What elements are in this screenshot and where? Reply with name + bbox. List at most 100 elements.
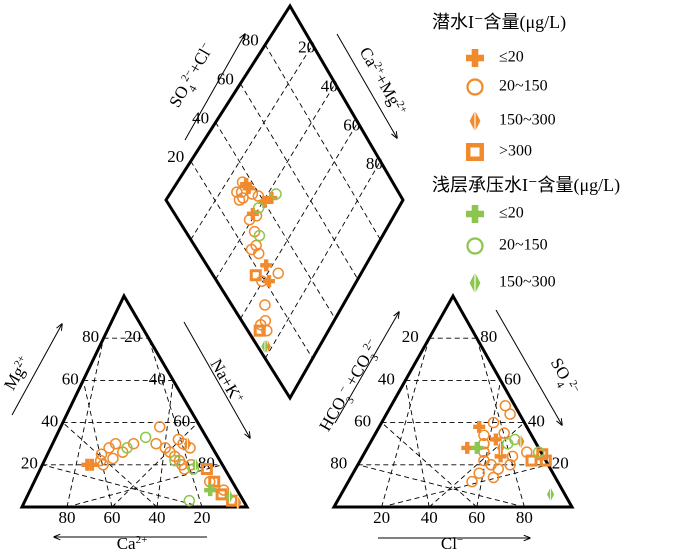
cation-point-circle	[139, 431, 152, 444]
legend-marker-circle	[466, 237, 484, 255]
diamond-point-circle	[270, 188, 282, 200]
hco3-tick-label: 20	[402, 327, 419, 346]
diamond-point-circle	[252, 247, 265, 260]
anion-point-circle	[532, 446, 545, 458]
anion-point-circle	[504, 408, 516, 420]
cation-gridline	[82, 380, 113, 508]
diamond-point-plus	[246, 207, 259, 220]
legend-title: 浅层承压水I⁻含量(μg/L)	[432, 175, 620, 196]
cation-gridline	[66, 464, 223, 508]
so4cl-axis-label-part: 4	[187, 83, 200, 94]
so4-axis-arrow	[495, 309, 562, 425]
na-tick-label: 60	[173, 412, 190, 431]
so4-tick-label: 80	[480, 327, 497, 346]
diamond-point-plus	[240, 178, 253, 191]
na-tick-label: 40	[149, 369, 166, 388]
so4cl-tick-label: 40	[192, 108, 209, 127]
anion-point-circle	[478, 429, 490, 442]
cation-point-circle	[172, 433, 185, 446]
anion-point-plus	[473, 420, 486, 433]
anion-point-circle	[487, 416, 500, 429]
anion-point-circle	[499, 399, 512, 412]
ca-axis-label: Ca2+	[117, 534, 148, 553]
diamond-point-plus	[262, 275, 275, 288]
hco3-axis-label-part: −	[336, 384, 350, 395]
anion-gridline	[404, 380, 430, 508]
so4cl-axis-arrow	[184, 34, 245, 141]
diamond-point-plus	[242, 182, 255, 195]
na-axis-label-part: +	[233, 392, 247, 403]
hco3-axis-label-part: 3	[344, 395, 357, 406]
diamond-point-circle	[261, 324, 273, 337]
diamond-gridline	[264, 44, 381, 240]
diamond-gridline	[190, 160, 313, 359]
ca-tick-label: 40	[149, 508, 166, 527]
so4cl-tick-label: 20	[167, 147, 184, 166]
diamond-point-circle	[252, 202, 265, 214]
anion-gridline	[357, 464, 525, 508]
cation-gridline	[111, 422, 199, 508]
plot-frames	[19, 3, 575, 509]
cl-axis-label: Cl−	[441, 534, 463, 553]
ca-tick-label: 80	[59, 508, 76, 527]
na-axis-label: Na+K+	[207, 356, 247, 407]
so4-axis-label: SO42−	[542, 355, 582, 401]
data-points	[81, 176, 555, 510]
diamond-point-circle	[272, 267, 284, 280]
mg-axis-label-part: 2+	[12, 353, 28, 369]
cation-point-circle	[95, 448, 108, 460]
diamond-point-circle	[231, 186, 243, 198]
so4cl-axis-label: SO42−+Cl−	[165, 40, 221, 113]
anion-point-circle	[473, 467, 485, 479]
anion-point-circle	[487, 471, 500, 484]
diamond-gridline	[240, 83, 359, 280]
mg-tick-label: 80	[82, 327, 99, 346]
mg-axis-arrow	[11, 324, 62, 416]
legend-label: ≤20	[499, 49, 524, 66]
cl-tick-label: 20	[373, 508, 390, 527]
camg-axis-label-part: 2+	[394, 99, 410, 115]
diamond-point-circle	[233, 194, 246, 206]
anion-point-circle	[498, 427, 510, 439]
diamond-point-circle	[246, 188, 259, 200]
anion-point-circle	[506, 450, 519, 463]
camg-axis-label-part: 2+	[371, 60, 387, 76]
cl-axis-label-part: Cl	[441, 534, 457, 553]
legend-marker-plus	[466, 49, 485, 67]
cl-tick-label: 80	[516, 508, 533, 527]
so4cl-axis-label-part: 2−	[179, 67, 195, 83]
legend-label: 20~150	[499, 237, 548, 254]
cation-point-circle	[217, 484, 230, 496]
na-tick-label: 20	[124, 327, 141, 346]
hco3-axis-label-part: 3	[368, 352, 381, 363]
anion-gridline	[381, 464, 549, 508]
legend-marker-circle	[466, 78, 484, 96]
axis-arrows	[11, 33, 562, 538]
mg-axis-label: Mg2+	[0, 353, 34, 393]
cation-point-circle	[150, 437, 162, 450]
cation-point-plus	[204, 484, 217, 497]
anion-gridline	[381, 338, 430, 508]
legend-label: 20~150	[499, 78, 548, 95]
cation-point-circle	[97, 459, 109, 471]
legend-title: 潜水I⁻含量(μg/L)	[432, 12, 566, 33]
diamond-gridline	[215, 83, 336, 280]
mg-axis-label-part: Mg	[0, 363, 29, 393]
so4cl-axis-label-part: −	[198, 40, 212, 51]
cation-point-circle	[183, 494, 196, 507]
anion-point-plus	[489, 433, 502, 446]
so4-axis-label-part: SO	[547, 355, 574, 383]
hco3-axis-arrow	[334, 312, 399, 424]
diamond-point-circle	[252, 190, 265, 202]
so4-tick-label: 60	[504, 369, 521, 388]
cation-point-circle	[169, 454, 181, 467]
diamond-gridline	[190, 44, 313, 240]
camg-axis-arrow	[336, 33, 397, 138]
anion-point-square	[539, 454, 552, 467]
ca-tick-label: 60	[104, 508, 121, 527]
so4-axis-label-part: 4	[553, 379, 566, 390]
anion-point-plus	[461, 441, 474, 454]
hco3-tick-label: 60	[354, 412, 371, 431]
diamond-point-circle	[250, 210, 263, 222]
